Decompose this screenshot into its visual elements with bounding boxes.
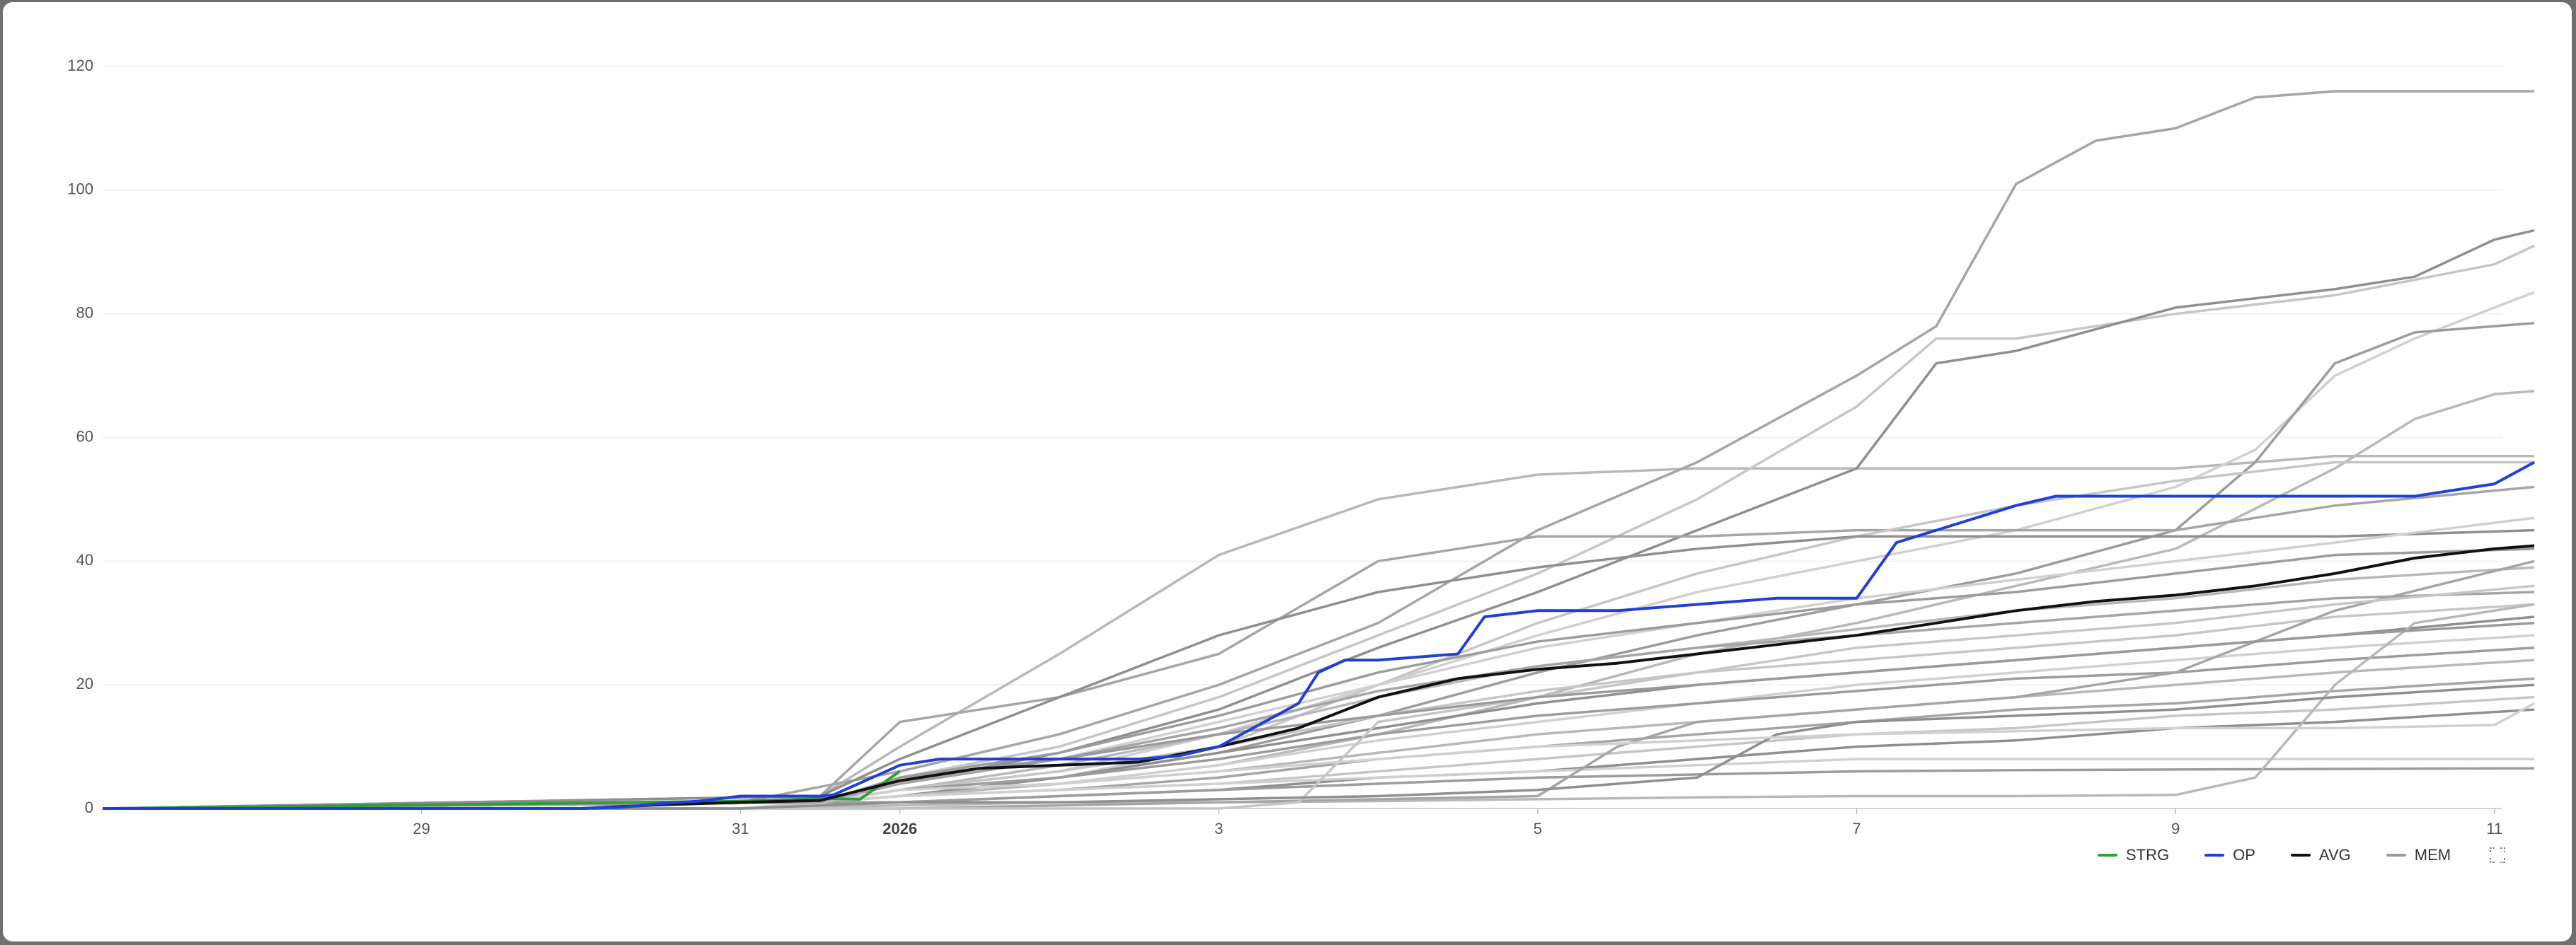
legend: STRG OP AVG MEM (2098, 846, 2451, 864)
legend-item-mem[interactable]: MEM (2386, 846, 2451, 864)
line-chart: 0 20 40 60 80 100 120 29 31 2026 3 5 7 9 11 (67, 57, 2536, 837)
legend-item-strg[interactable]: STRG (2098, 846, 2169, 864)
member-line (102, 90, 2535, 810)
member-line (102, 591, 2535, 810)
y-tick-label: 60 (76, 427, 93, 445)
member-lines (102, 90, 2535, 810)
legend-swatch (2098, 854, 2117, 857)
x-tick-label: 7 (1852, 820, 1861, 837)
member-line (103, 584, 2535, 810)
legend-swatch (2386, 854, 2406, 857)
legend-label: MEM (2414, 846, 2451, 864)
x-tick-label: 3 (1214, 820, 1223, 837)
member-line (102, 758, 2535, 810)
series-line-mem (102, 622, 2535, 810)
chart-card: 0 20 40 60 80 100 120 29 31 2026 3 5 7 9 11 STRG OP A… (3, 2, 2572, 941)
member-line (103, 603, 2535, 810)
x-tick-label: 9 (2171, 820, 2180, 837)
grid-lines (103, 66, 2502, 809)
y-tick-label: 0 (85, 799, 93, 816)
legend-swatch (2290, 854, 2311, 857)
member-line (102, 702, 2535, 810)
y-tick-label: 100 (67, 180, 93, 198)
x-tick-label: 29 (413, 820, 430, 837)
member-line (103, 683, 2535, 810)
x-tick-label: 11 (2486, 820, 2502, 837)
y-tick-label: 20 (76, 675, 93, 692)
member-line (102, 695, 2535, 810)
y-tick-label: 40 (76, 551, 93, 569)
member-line (102, 454, 2535, 810)
y-tick-label: 120 (67, 57, 93, 74)
member-line (102, 528, 2535, 810)
series-line-avg (103, 544, 2535, 810)
member-line (102, 322, 2535, 810)
x-tick-label: 2026 (882, 820, 917, 837)
member-line (102, 485, 2535, 810)
legend-swatch (2204, 854, 2225, 857)
x-tick-label: 31 (732, 820, 749, 837)
y-tick-label: 80 (76, 303, 93, 321)
x-axis: 29 31 2026 3 5 7 9 11 (413, 808, 2502, 837)
member-line (102, 244, 2535, 810)
series-line-op (103, 460, 2536, 810)
legend-label: AVG (2318, 846, 2351, 864)
main-series (102, 460, 2536, 810)
legend-item-avg[interactable]: AVG (2290, 846, 2351, 864)
x-tick-label: 5 (1534, 820, 1542, 837)
legend-label: STRG (2126, 846, 2170, 864)
y-axis: 0 20 40 60 80 100 120 (67, 57, 93, 816)
expand-icon[interactable] (2490, 847, 2505, 863)
member-line (102, 603, 2535, 810)
legend-label: OP (2233, 846, 2255, 864)
legend-item-op[interactable]: OP (2204, 846, 2255, 864)
